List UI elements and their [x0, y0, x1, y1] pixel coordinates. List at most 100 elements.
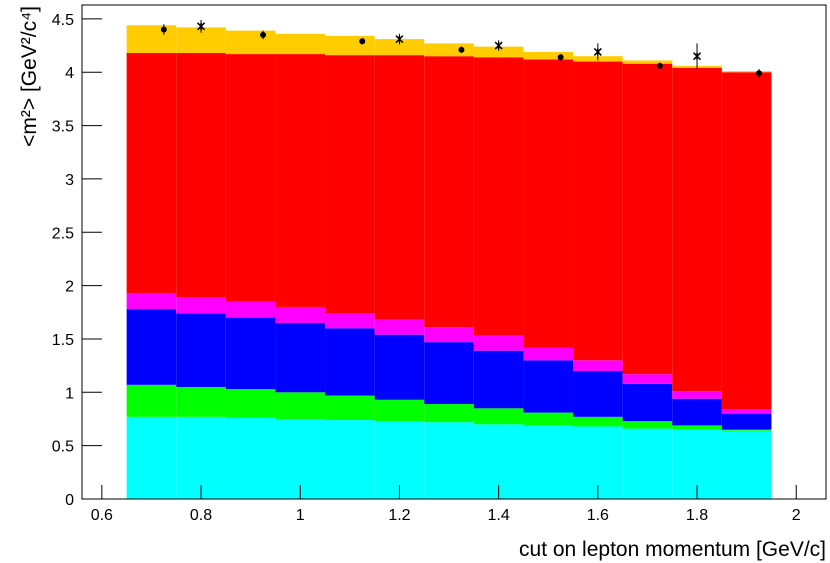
histogram-bar: [126, 416, 177, 499]
histogram-bar: [374, 39, 425, 56]
data-point: [160, 26, 167, 33]
histogram-bar: [225, 317, 276, 390]
histogram-bar: [573, 370, 623, 417]
x-tick-label: 0.8: [190, 507, 212, 524]
histogram-bar: [473, 57, 524, 336]
histogram-bar: [374, 55, 425, 320]
histogram-bar: [126, 384, 177, 417]
histogram-bar: [374, 319, 425, 335]
data-point: [395, 35, 404, 44]
x-tick-label: 1.4: [488, 507, 510, 524]
histogram-bar: [473, 335, 524, 351]
histogram-bar: [225, 30, 276, 55]
histogram-bar: [424, 43, 474, 57]
histogram-bar: [374, 399, 425, 422]
histogram-bar: [424, 422, 474, 499]
data-point: [197, 22, 206, 31]
histogram-bar: [622, 383, 673, 422]
histogram-bar: [721, 72, 772, 410]
histogram-bar: [176, 53, 226, 298]
histogram-bar: [523, 51, 574, 60]
histogram-bar: [622, 60, 673, 64]
histogram-bar: [622, 428, 673, 499]
data-point: [756, 70, 763, 77]
data-point: [494, 41, 503, 50]
histogram-bar: [325, 313, 375, 329]
histogram-bar: [225, 417, 276, 499]
histogram-bar: [225, 54, 276, 302]
histogram-bar: [523, 59, 574, 348]
x-tick-label: 1: [296, 507, 305, 524]
data-point: [593, 47, 602, 56]
y-tick-label: 4: [65, 65, 74, 82]
histogram-bar: [126, 25, 177, 54]
y-tick-label: 0.5: [52, 439, 74, 456]
plot-frame: [81, 4, 827, 500]
histogram-bar: [473, 408, 524, 425]
histogram-bar: [523, 425, 574, 499]
histogram-bar: [325, 420, 375, 499]
histogram-bar: [523, 412, 574, 426]
histogram-bar: [721, 409, 772, 414]
histogram-bar: [672, 398, 722, 426]
histogram-bar: [225, 389, 276, 418]
histogram-bar: [325, 395, 375, 421]
y-tick-label: 3: [65, 172, 74, 189]
histogram-bar: [126, 53, 177, 294]
y-tick-label: 4.5: [52, 12, 74, 29]
histogram-bar: [622, 374, 673, 384]
y-tick-label: 2: [65, 279, 74, 296]
y-tick-label: 2.5: [52, 225, 74, 242]
histogram-bar: [473, 46, 524, 58]
histogram-bar: [176, 297, 226, 314]
histogram-bar: [275, 306, 326, 323]
histogram-bar: [424, 327, 474, 343]
histogram-bar: [523, 360, 574, 413]
histogram-bar: [573, 61, 623, 361]
histogram-bar: [672, 425, 722, 430]
histogram-bar: [275, 392, 326, 419]
x-tick-label: 0.6: [91, 507, 113, 524]
x-tick-label: 1.6: [587, 507, 609, 524]
data-point: [557, 54, 564, 61]
histogram-bar: [523, 347, 574, 361]
x-tick-label: 2: [792, 507, 801, 524]
histogram-bar: [672, 67, 722, 392]
histogram-bar: [721, 71, 772, 73]
y-tick-label: 3.5: [52, 119, 74, 136]
data-point: [359, 38, 366, 45]
x-axis-label: cut on lepton momentum [GeV/c]: [519, 538, 826, 561]
histogram-bar: [573, 416, 623, 427]
histogram-bar: [672, 391, 722, 399]
histogram-bar: [721, 429, 772, 431]
histogram-bar: [275, 322, 326, 393]
histogram-bar: [176, 313, 226, 387]
data-point: [260, 31, 267, 38]
histogram-bar: [126, 293, 177, 310]
y-tick-label: 0: [65, 492, 74, 509]
histogram-bar: [126, 309, 177, 385]
data-point: [458, 46, 465, 53]
histogram-bar: [721, 413, 772, 430]
histogram-bar: [622, 63, 673, 375]
histogram-bar: [424, 342, 474, 405]
histogram-bar: [424, 404, 474, 423]
histogram-bar: [176, 386, 226, 417]
histogram-bar: [225, 301, 276, 318]
x-tick-label: 1.2: [388, 507, 410, 524]
histogram-bar: [275, 33, 326, 55]
histogram-bar: [325, 55, 375, 314]
x-tick-label: 1.8: [686, 507, 708, 524]
histogram-bar: [424, 56, 474, 328]
histogram-bar: [325, 328, 375, 396]
y-tick-label: 1.5: [52, 332, 74, 349]
histogram-bar: [622, 421, 673, 429]
y-axis-label: <m²> [GeV²/c⁴]: [18, 6, 41, 147]
data-point: [656, 62, 663, 69]
y-tick-label: 1: [65, 385, 74, 402]
histogram-bar: [473, 350, 524, 409]
histogram-bar: [325, 35, 375, 56]
data-point: [693, 52, 702, 61]
histogram-bar: [275, 54, 326, 307]
